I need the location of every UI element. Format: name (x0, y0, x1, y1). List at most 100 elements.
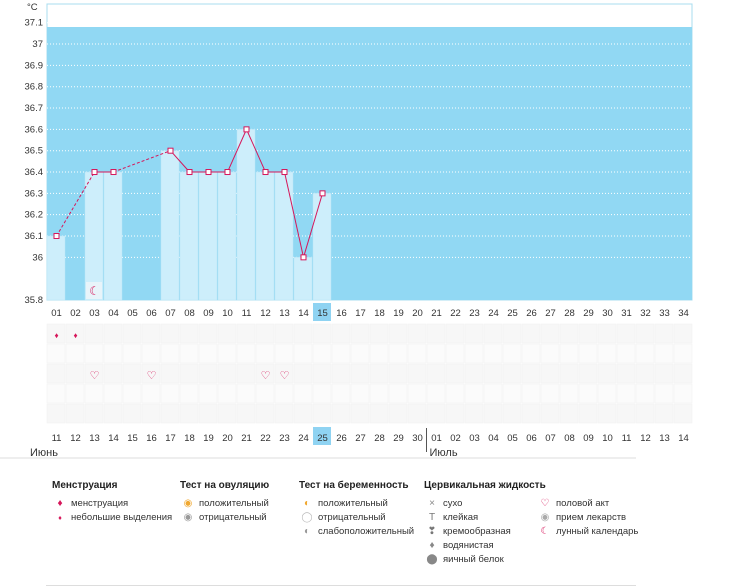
symbol-cell (483, 323, 503, 344)
bbt-chart: ☾ 35.8 36 36.1 36.2 36.3 36.4 36.5 36.6 36.7 36.8… (0, 2, 693, 459)
symbol-cell (597, 383, 617, 404)
symbol-cell (616, 323, 636, 344)
sticky-icon: T (428, 512, 436, 523)
symbol-cell (84, 403, 104, 424)
symbol-cell (635, 323, 655, 344)
symbol-cell (293, 403, 313, 424)
temperature-bar (312, 193, 332, 301)
symbol-cell (217, 403, 237, 424)
calendar-date-label: 11 (52, 433, 62, 444)
y-tick-label: 36.2 (25, 210, 44, 221)
symbol-cell (236, 363, 256, 384)
cycle-day-label: 20 (412, 308, 423, 319)
symbol-cell (426, 403, 446, 424)
legend: Менструация ♦ менструация ♦ небольшие выде… (0, 480, 731, 587)
legend-item: ◉ прием лекарств (537, 511, 638, 525)
calendar-date-label: 27 (355, 433, 366, 444)
symbol-cell (103, 403, 123, 424)
calendar-date-label: 09 (583, 433, 594, 444)
calendar-date-label: 02 (450, 433, 461, 444)
y-tick-label: 35.8 (25, 295, 44, 306)
temperature-bar (103, 171, 123, 301)
heart-icon: ♡ (90, 370, 100, 382)
temperature-bar (160, 150, 180, 301)
symbol-cell (578, 343, 598, 364)
temperature-point (224, 169, 231, 176)
calendar-date-label: 14 (678, 433, 689, 444)
cycle-day-label: 31 (621, 308, 632, 319)
symbol-cell (502, 363, 522, 384)
cycle-day-label: 22 (450, 308, 461, 319)
symbol-cell (217, 383, 237, 404)
y-tick-label: 37.1 (25, 18, 44, 29)
symbol-cell (255, 343, 275, 364)
negative-circle-icon: ◉ (183, 512, 193, 523)
symbol-cell (255, 363, 275, 384)
drop-icon: ♦ (73, 331, 77, 340)
creamy-icon: ❣ (427, 526, 437, 537)
calendar-date-label: 28 (374, 433, 385, 444)
temperature-bar (198, 171, 218, 301)
symbol-cell (369, 403, 389, 424)
current-date-highlight (313, 427, 331, 445)
symbol-cell (559, 363, 579, 384)
symbol-cell (597, 343, 617, 364)
calendar-date-label: 23 (279, 433, 290, 444)
month-label-june: Июнь (30, 447, 58, 459)
symbol-cell (673, 403, 693, 424)
symbol-cell (141, 323, 161, 344)
symbol-cell (160, 343, 180, 364)
symbol-cell (217, 323, 237, 344)
pregnancy-weak-icon: ◐ (303, 526, 311, 537)
symbol-cell (407, 323, 427, 344)
cycle-day-label: 05 (127, 308, 138, 319)
symbol-cell (103, 363, 123, 384)
temperature-point (262, 169, 269, 176)
symbol-cell (331, 343, 351, 364)
symbol-cell (331, 363, 351, 384)
legend-item: ◐ слабоположительный (299, 525, 414, 539)
symbol-cell (407, 403, 427, 424)
temperature-point (167, 147, 174, 154)
symbol-cell (198, 403, 218, 424)
y-tick-label: 36.3 (25, 188, 44, 199)
calendar-date-label: 06 (526, 433, 537, 444)
symbol-cell (274, 363, 294, 384)
cycle-day-label: 26 (526, 308, 537, 319)
symbol-cell (388, 363, 408, 384)
positive-circle-icon: ◉ (183, 498, 193, 509)
calendar-date-label: 14 (108, 433, 119, 444)
symbol-cell (521, 383, 541, 404)
symbol-cell (616, 343, 636, 364)
calendar-date-label: 29 (393, 433, 404, 444)
legend-ovulation: Тест на овуляцию ◉ положительный ◉ отрицат… (180, 480, 269, 525)
legend-menstruation: Менструация ♦ менструация ♦ небольшие выде… (52, 480, 172, 525)
symbol-cell (673, 323, 693, 344)
temperature-bar (179, 171, 199, 301)
cycle-day-label: 07 (165, 308, 176, 319)
legend-item: ◯ отрицательный (299, 511, 414, 525)
symbol-cell (236, 383, 256, 404)
symbol-cell (46, 343, 66, 364)
calendar-date-label: 15 (127, 433, 138, 444)
symbol-cell (407, 363, 427, 384)
calendar-date-label: 22 (260, 433, 271, 444)
symbol-cell (65, 323, 85, 344)
temperature-bar (274, 171, 294, 301)
symbol-cell (654, 383, 674, 404)
symbol-cell (141, 343, 161, 364)
symbol-cell (293, 343, 313, 364)
symbol-cell (388, 403, 408, 424)
symbol-cell (445, 383, 465, 404)
calendar-date-label: 19 (203, 433, 214, 444)
watery-icon: ♦ (429, 540, 435, 551)
symbol-cell (597, 363, 617, 384)
symbol-cell (65, 403, 85, 424)
cycle-day-label: 23 (469, 308, 480, 319)
symbol-cell (426, 363, 446, 384)
symbol-cell (350, 383, 370, 404)
moon-icon: ☾ (89, 284, 100, 298)
temperature-line-segment (170, 150, 190, 173)
legend-item: ◉ отрицательный (180, 511, 269, 525)
symbol-cell (141, 383, 161, 404)
